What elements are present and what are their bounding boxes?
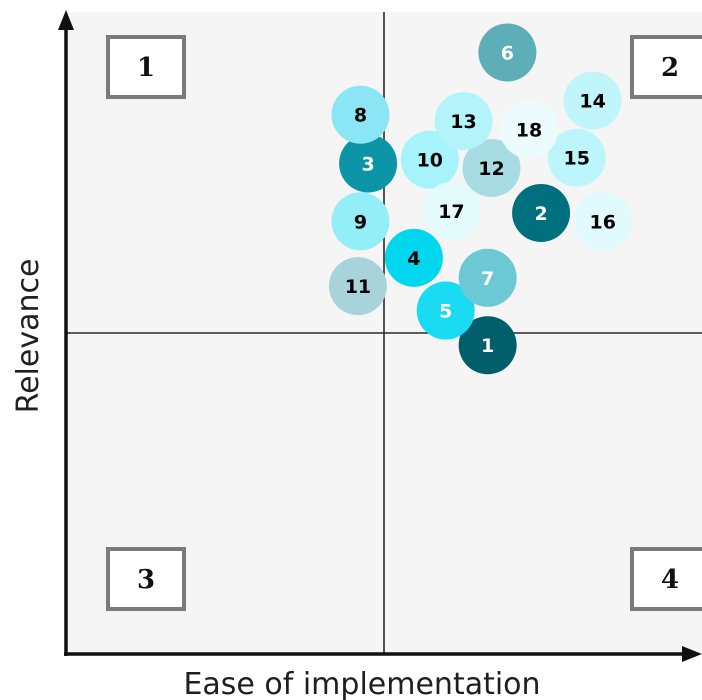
quadrant-label-2: 2 <box>630 35 702 99</box>
bubble-label: 14 <box>579 91 605 113</box>
bubble-label: 5 <box>439 301 452 323</box>
bubble-14: 14 <box>563 71 622 130</box>
quadrant-label-box <box>630 547 702 611</box>
bubble-circle <box>422 182 481 241</box>
bubble-10: 10 <box>400 130 459 189</box>
bubble-circle <box>416 281 475 340</box>
bubble-label: 1 <box>481 335 494 357</box>
bubble-4: 4 <box>384 228 443 287</box>
bubble-17: 17 <box>422 182 481 241</box>
bubble-label: 8 <box>354 105 367 127</box>
y-axis-title: Relevance <box>11 259 46 414</box>
bubble-12: 12 <box>462 139 521 198</box>
bubble-circle <box>331 85 390 144</box>
bubble-11: 11 <box>328 257 387 316</box>
quadrant-label-1: 1 <box>106 35 186 99</box>
bubble-1: 1 <box>458 316 517 375</box>
bubble-label: 11 <box>345 276 371 298</box>
bubble-label: 2 <box>534 203 547 225</box>
x-axis-title: Ease of implementation <box>183 667 540 700</box>
x-axis-arrow-icon <box>682 646 702 662</box>
bubble-2: 2 <box>512 183 571 242</box>
bubble-circle <box>458 248 517 307</box>
bubble-label: 12 <box>478 158 504 180</box>
bubble-label: 4 <box>407 248 420 270</box>
bubble-label: 6 <box>501 42 514 64</box>
bubble-5: 5 <box>416 281 475 340</box>
bubble-label: 3 <box>361 154 374 176</box>
bubble-circle <box>563 71 622 130</box>
bubble-15: 15 <box>547 128 606 187</box>
bubble-circle <box>478 23 537 82</box>
bubble-label: 7 <box>481 268 494 290</box>
bubble-6: 6 <box>478 23 537 82</box>
y-axis-arrow-icon <box>58 10 74 30</box>
bubble-18: 18 <box>500 100 559 159</box>
quadrant-label-text: 4 <box>661 565 679 595</box>
bubble-circle <box>384 228 443 287</box>
quadrant-label-text: 1 <box>137 53 155 83</box>
bubble-7: 7 <box>458 248 517 307</box>
bubble-circle <box>328 257 387 316</box>
bubble-circle <box>462 139 521 198</box>
bubble-label: 9 <box>354 211 367 233</box>
bubble-circle <box>458 316 517 375</box>
bubble-circle <box>339 134 398 193</box>
bubble-label: 18 <box>516 119 542 141</box>
bubble-16: 16 <box>573 192 632 251</box>
quadrant-label-3: 3 <box>106 547 186 611</box>
bubble-label: 15 <box>563 148 589 170</box>
bubble-circle <box>434 92 493 151</box>
bubble-label: 16 <box>590 211 616 233</box>
bubble-13: 13 <box>434 92 493 151</box>
bubble-8: 8 <box>331 85 390 144</box>
quadrant-label-text: 3 <box>137 565 155 595</box>
quadrant-label-layer: 1 23 4 <box>106 35 702 611</box>
bubble-circle <box>512 183 571 242</box>
bubble-circle <box>573 192 632 251</box>
bubble-label: 10 <box>417 150 443 172</box>
bubble-circle <box>331 192 390 251</box>
quadrant-label-box <box>106 35 186 99</box>
bubble-circle <box>400 130 459 189</box>
quadrant-label-text: 2 <box>661 53 679 83</box>
bubble-label: 17 <box>438 201 464 223</box>
bubble-circle <box>547 128 606 187</box>
bubble-label: 13 <box>450 111 476 133</box>
bubble-3: 3 <box>339 134 398 193</box>
bubble-9: 9 <box>331 192 390 251</box>
quadrant-label-box <box>630 35 702 99</box>
quadrant-label-4: 4 <box>630 547 702 611</box>
bubble-circle <box>500 100 559 159</box>
quadrant-label-box <box>106 547 186 611</box>
